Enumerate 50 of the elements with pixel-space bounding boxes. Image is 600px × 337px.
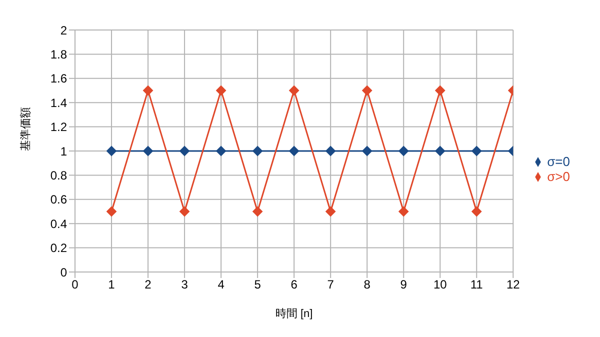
point [398, 206, 409, 216]
point [472, 146, 482, 156]
x-tick-label: 1 [108, 278, 116, 292]
y-tick-label: 0 [60, 265, 68, 280]
point [472, 206, 482, 216]
y-axis-title: 基準価額 [18, 107, 32, 151]
x-tick-label: 6 [290, 278, 298, 292]
y-tick-label: 1.6 [50, 72, 68, 86]
x-tick-label: 8 [364, 278, 371, 292]
x-tick-label: 12 [506, 278, 520, 292]
point [435, 86, 446, 96]
y-tick-label: 1.8 [50, 47, 68, 62]
point [326, 146, 336, 156]
y-tick-label: 0.6 [50, 192, 68, 207]
y-tick-label: 1 [60, 144, 68, 158]
y-tick-label: 0.2 [50, 241, 68, 256]
point [252, 146, 263, 156]
x-tick-label: 2 [144, 278, 152, 292]
y-tick-label: 1.4 [50, 96, 68, 110]
point [289, 146, 300, 156]
x-tick-label: 3 [181, 278, 188, 292]
point [106, 146, 117, 156]
point [180, 206, 190, 216]
point [143, 86, 154, 96]
x-tick-label: 0 [72, 278, 79, 292]
point [362, 146, 372, 156]
point [143, 146, 154, 156]
point [252, 206, 263, 216]
point [362, 86, 372, 96]
legend-label: σ>0 [547, 168, 570, 184]
x-tick-label: 5 [254, 278, 262, 292]
point [398, 146, 409, 156]
point [216, 146, 226, 156]
x-tick-label: 9 [400, 278, 408, 292]
x-tick-label: 4 [218, 278, 225, 292]
x-axis-title: 時間 [n] [275, 307, 313, 320]
y-tick-label: 0.8 [50, 168, 68, 182]
x-tick-label: 11 [470, 278, 484, 292]
legend-label: σ=0 [547, 154, 570, 168]
point [106, 206, 117, 216]
point [435, 146, 446, 156]
point [289, 86, 300, 96]
x-tick-label: 10 [433, 278, 448, 292]
y-tick-label: 2 [60, 23, 68, 38]
x-tick-label: 7 [327, 278, 334, 292]
point [326, 206, 336, 216]
point [180, 146, 190, 156]
point [216, 86, 226, 96]
y-tick-label: 1.2 [50, 120, 68, 134]
y-tick-label: 0.4 [50, 216, 68, 231]
